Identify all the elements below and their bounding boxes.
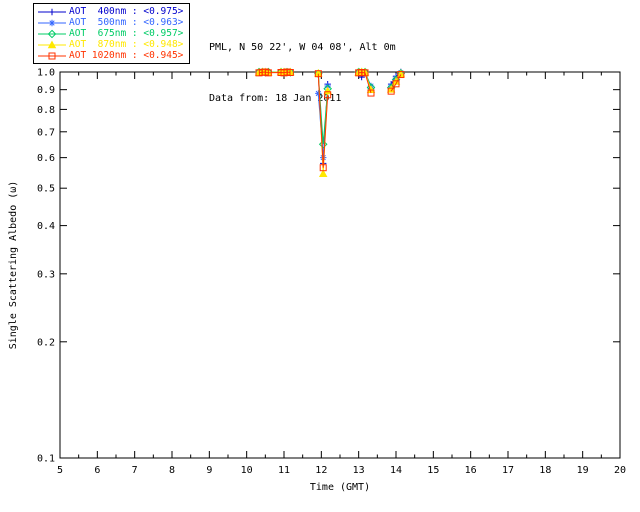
y-tick-label: 0.3 [37,269,55,280]
square-marker [387,87,395,95]
legend-row: AOT 675nm : <0.957> [37,28,183,39]
triangle-marker [396,69,406,78]
site-line: PML, N 50 22', W 04 08', Alt 0m [209,42,396,53]
square-marker [392,80,400,88]
x-tick-label: 17 [502,465,514,476]
square-marker [397,71,405,79]
legend-row: AOT 1020nm : <0.945> [37,50,183,61]
square-marker [319,164,327,172]
x-tick-label: 7 [132,465,138,476]
x-tick-label: 16 [465,465,477,476]
x-tick-label: 18 [539,465,551,476]
legend-swatch [38,52,66,59]
square-marker [361,69,369,77]
date-line: Data from: 18 Jan 2011 [209,93,342,104]
triangle-marker [323,86,332,95]
square-marker [286,69,294,77]
series-1020nm [255,68,405,172]
y-axis-label: Single Scattering Albedo (ω) [8,181,19,350]
legend-label: AOT 675nm : <0.957> [69,28,184,39]
x-tick-label: 11 [278,465,290,476]
y-tick-label: 0.7 [37,127,55,138]
axes: 5 6 7 8 9 10 11 12 13 14 15 16 17 18 19 20 0.1 0.2 0.3 0.4 0… [8,68,626,494]
legend: AOT 400nm : <0.975> AOT 500nm : <0.963> AO… [33,3,191,64]
x-tick-label: 19 [577,465,589,476]
header-text: PML, N 50 22', W 04 08', Alt 0m Data fro… [209,5,396,141]
square-marker [367,89,375,97]
legend-row: AOT 400nm : <0.975> [37,6,183,17]
legend-row: AOT 870nm : <0.948> [37,39,183,50]
legend-label: AOT 1020nm : <0.945> [69,50,184,61]
diamond-marker [318,139,328,149]
x-tick-label: 13 [353,465,365,476]
y-tick-label: 0.9 [37,85,55,96]
square-marker [324,91,332,99]
x-tick-label: 15 [427,465,439,476]
y-tick-label: 0.6 [37,153,55,164]
x-tick-label: 10 [241,465,253,476]
y-tick-label: 0.5 [37,184,55,195]
x-tick-label: 8 [169,465,175,476]
legend-swatch [38,8,66,15]
triangle-marker [318,169,328,178]
legend-swatch [38,19,66,26]
y-tick-label: 0.4 [37,221,55,232]
asterisk-marker [315,90,322,97]
x-tick-label: 14 [390,465,402,476]
x-tick-label: 6 [94,465,100,476]
legend-swatch [38,40,66,48]
y-tick-label: 1.0 [37,68,55,79]
square-marker [48,52,56,59]
legend-label: AOT 400nm : <0.975> [69,6,184,17]
x-tick-label: 12 [315,465,327,476]
series-500nm [255,68,405,161]
square-marker [264,69,272,77]
series-line [358,71,372,94]
legend-label: AOT 500nm : <0.963> [69,17,184,28]
series-400nm [255,68,405,167]
series-line [317,73,329,168]
diamond-marker [47,29,57,38]
x-tick-label: 5 [57,465,63,476]
y-tick-label: 0.2 [37,337,55,348]
series-870nm [254,67,406,178]
y-tick-label: 0.1 [37,454,55,465]
legend-row: AOT 500nm : <0.963> [37,17,183,28]
y-tick-label: 0.8 [37,105,55,116]
series-675nm [254,67,406,149]
asterisk-marker [320,154,327,161]
plus-marker [48,8,56,15]
x-axis-label: Time (GMT) [310,482,370,493]
legend-label: AOT 870nm : <0.948> [69,39,184,50]
asterisk-marker [324,82,331,90]
legend-swatch [38,29,66,38]
x-tick-label: 9 [206,465,212,476]
triangle-marker [47,40,57,48]
square-marker [314,70,322,78]
plot-border [59,71,621,459]
x-tick-label: 20 [614,465,626,476]
asterisk-marker [48,19,56,26]
